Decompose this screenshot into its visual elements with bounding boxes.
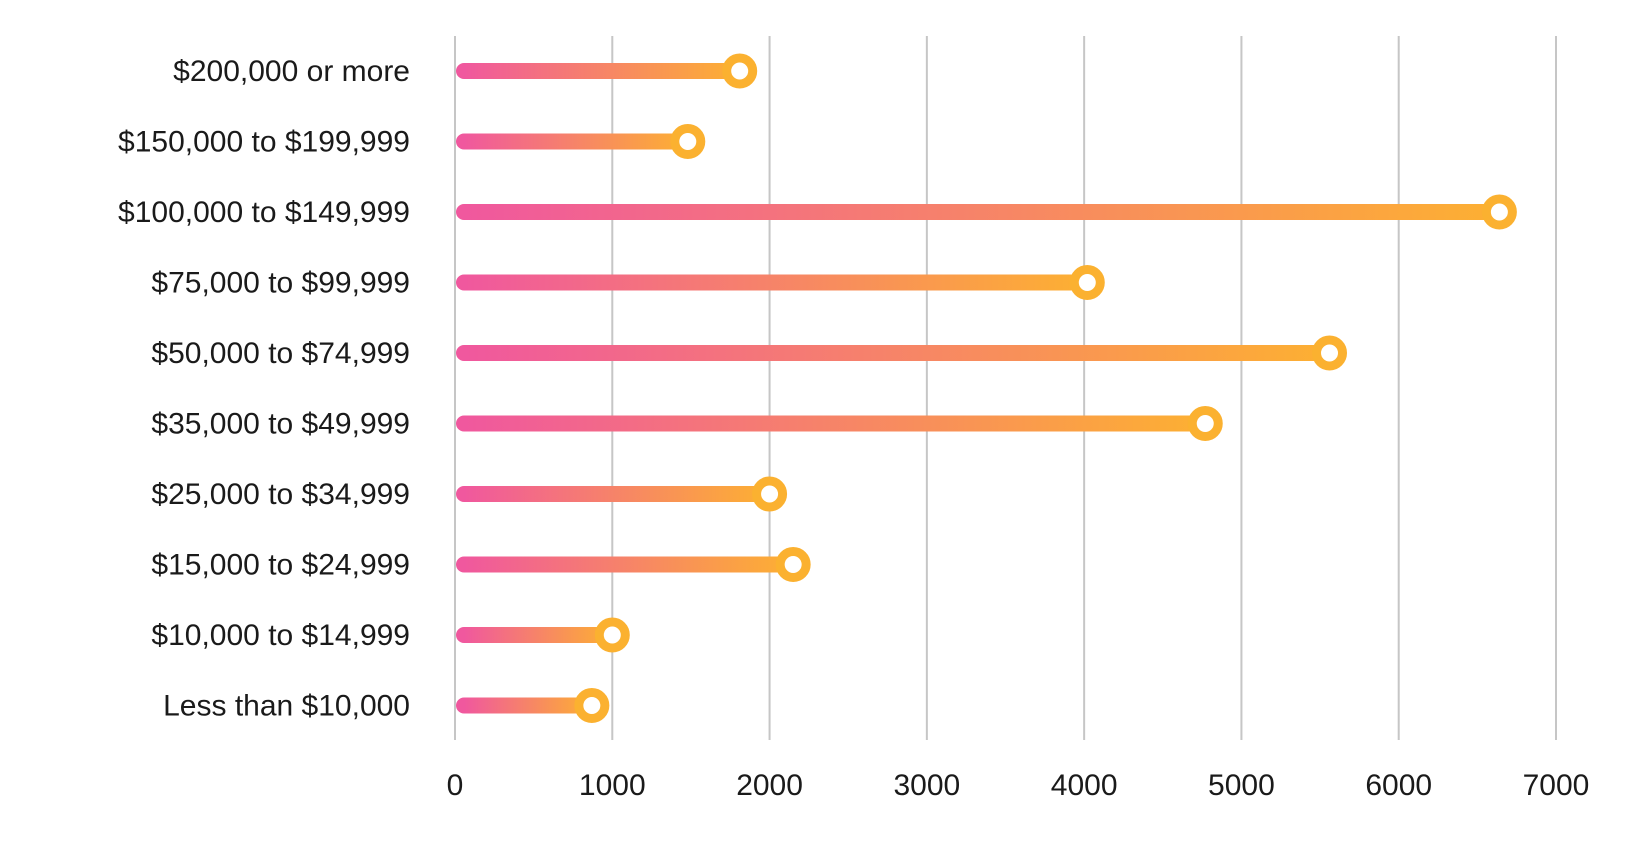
- bar-end-marker: [775, 547, 811, 582]
- category-label: $35,000 to $49,999: [151, 408, 410, 441]
- bar-end-marker: [1481, 194, 1517, 230]
- category-label: $50,000 to $74,999: [151, 337, 410, 370]
- category-label: $25,000 to $34,999: [151, 478, 410, 511]
- category-label: Less than $10,000: [163, 690, 410, 723]
- category-label: $150,000 to $199,999: [118, 126, 410, 159]
- bar-end-marker: [752, 476, 788, 512]
- x-axis-ticks: 0 1000 2000 3000 4000 5000 6000 7000: [447, 769, 1590, 802]
- bar-end-marker: [574, 688, 610, 723]
- category-label: $10,000 to $14,999: [151, 619, 410, 652]
- bar-end-marker: [722, 53, 758, 89]
- category-label: $15,000 to $24,999: [151, 549, 410, 582]
- x-tick-label: 5000: [1208, 769, 1275, 802]
- x-tick-label: 4000: [1051, 769, 1118, 802]
- category-label: $100,000 to $149,999: [118, 196, 410, 229]
- category-label: $75,000 to $99,999: [151, 267, 410, 300]
- x-tick-label: 3000: [893, 769, 960, 802]
- bar-end-marker: [670, 124, 706, 159]
- x-tick-label: 2000: [736, 769, 803, 802]
- category-labels: $200,000 or more $150,000 to $199,999 $100…: [118, 55, 410, 723]
- bar-end-marker: [1187, 406, 1223, 441]
- bar-end-marker: [1069, 265, 1105, 300]
- grid-layer: [454, 36, 1557, 740]
- x-tick-label: 1000: [579, 769, 646, 802]
- bar-end-marker: [594, 617, 630, 653]
- bar-end-marker: [1312, 335, 1348, 371]
- x-tick-label: 6000: [1365, 769, 1432, 802]
- category-label: $200,000 or more: [173, 55, 410, 88]
- bar-layer: [456, 53, 1517, 723]
- x-tick-label: 7000: [1523, 769, 1590, 802]
- x-tick-label: 0: [447, 769, 464, 802]
